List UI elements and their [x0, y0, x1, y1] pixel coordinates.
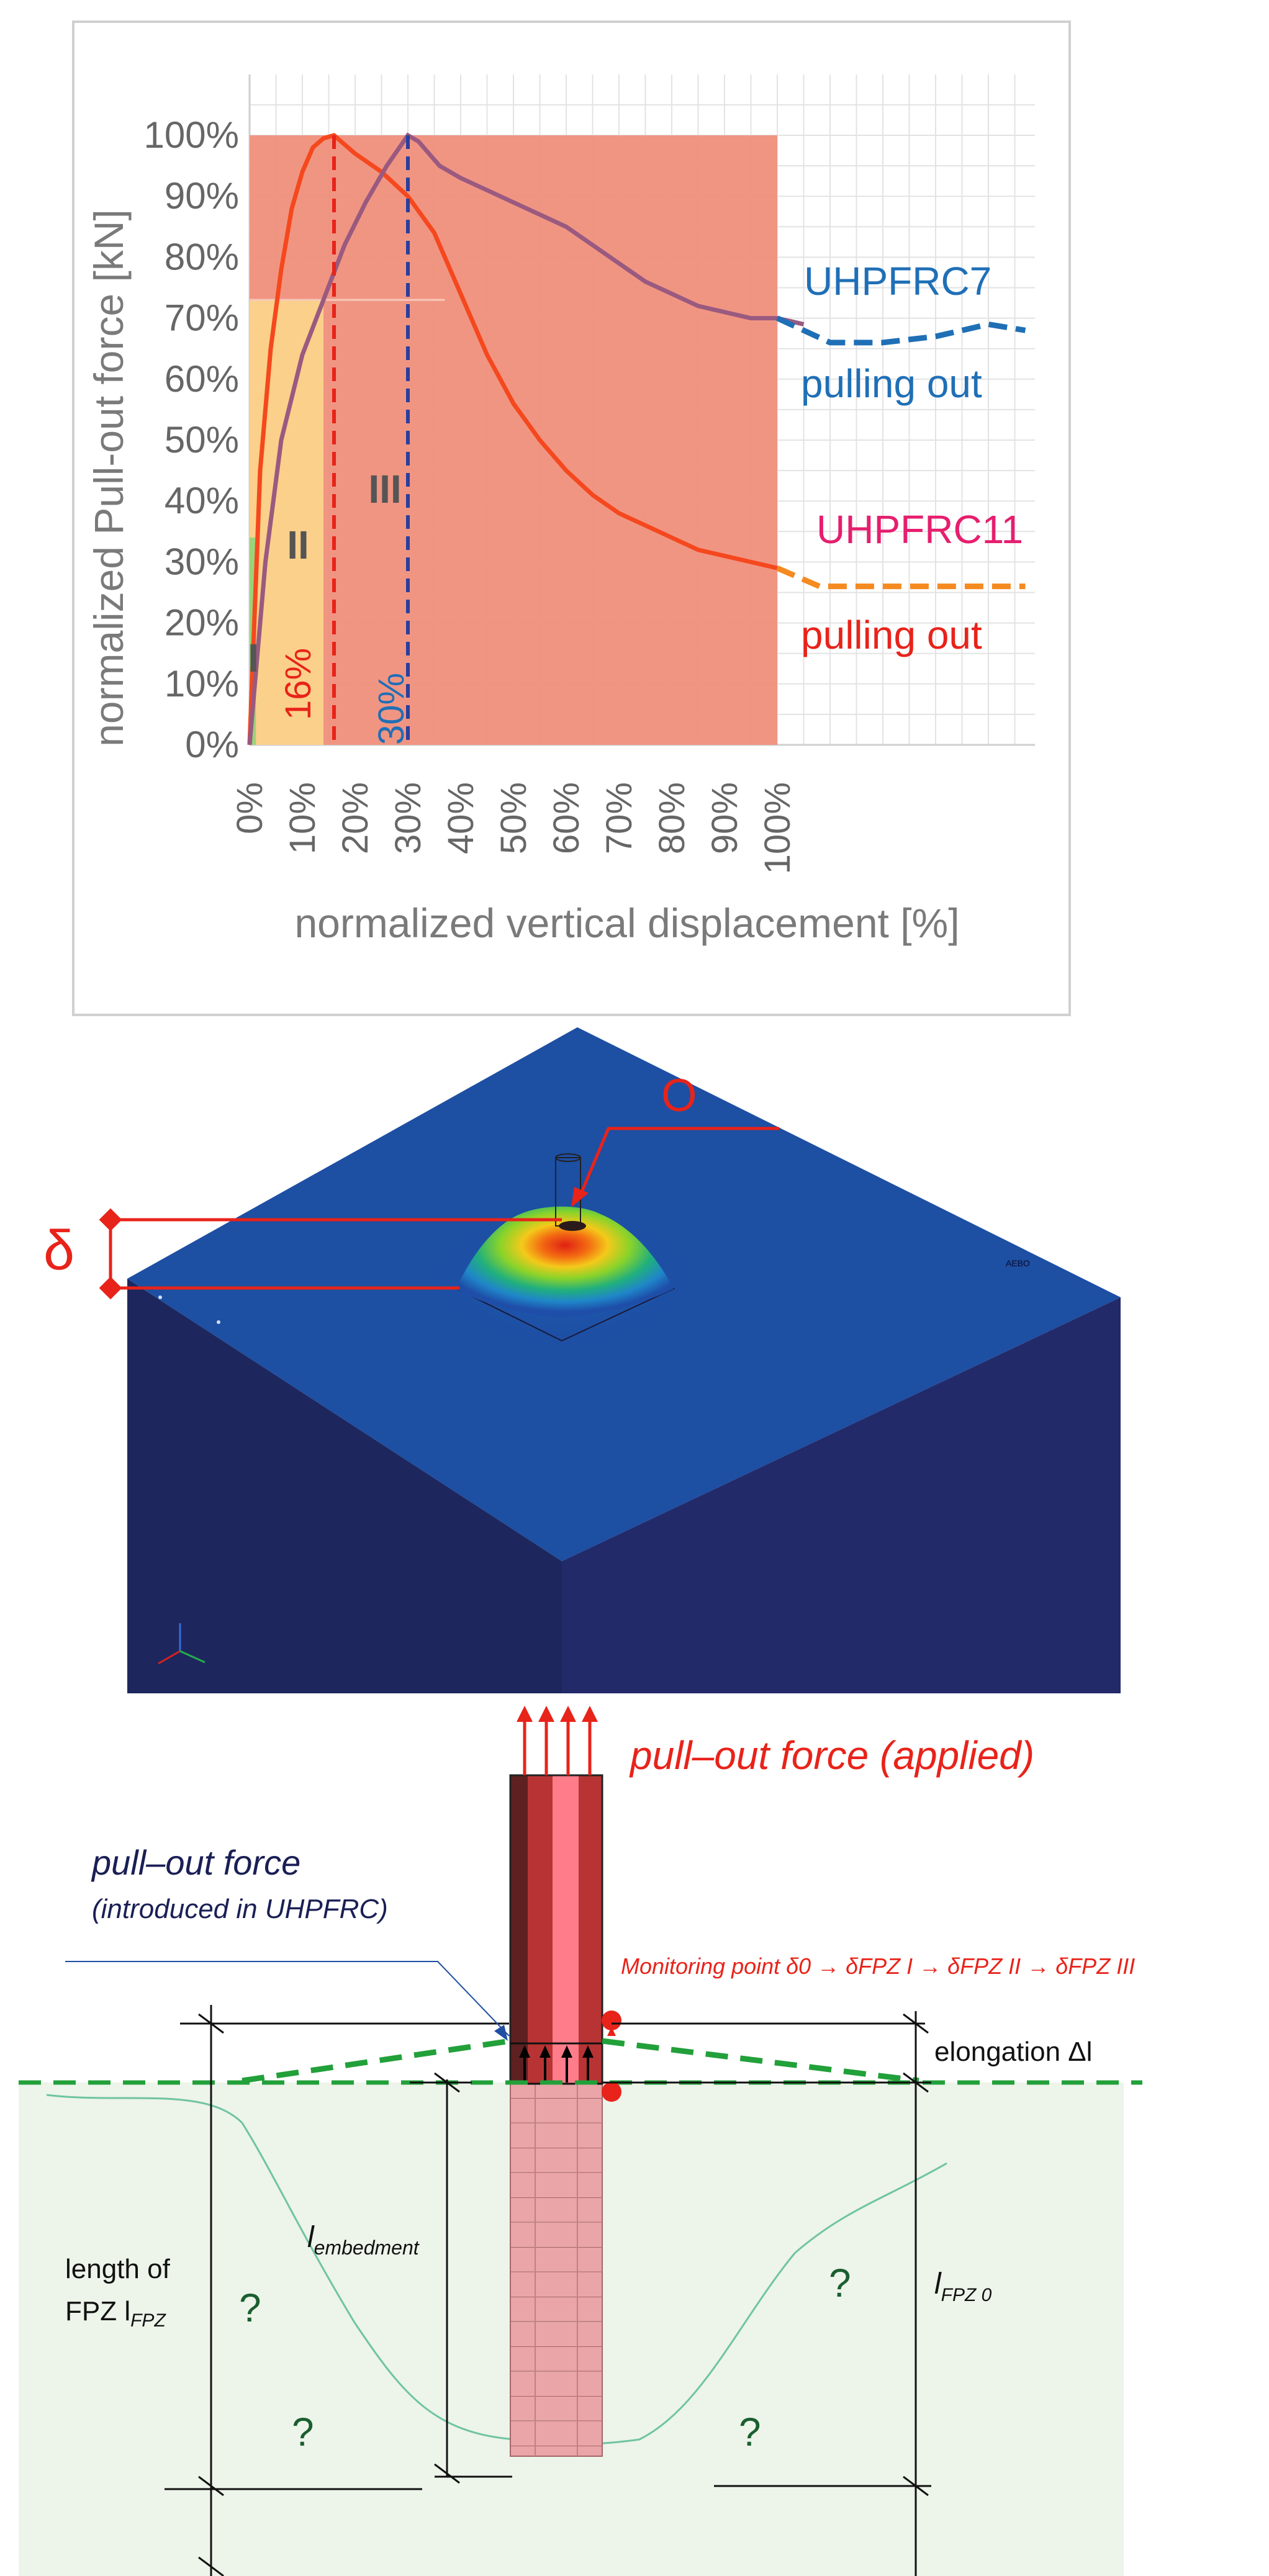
- fpz-length-label-1: length of: [65, 2254, 171, 2284]
- delta-marker-bottom: [99, 1276, 122, 1300]
- y-tick-label: 30%: [165, 541, 239, 582]
- monitoring-point-leader: [579, 1127, 779, 1196]
- zone-iii-fill: [250, 135, 777, 745]
- peak-label-30: 30%: [371, 673, 412, 745]
- embedment-label: lembedment: [307, 2221, 420, 2259]
- introduced-force-sub: (introduced in UHPFRC): [92, 1894, 388, 1924]
- y-tick-label: 40%: [165, 480, 239, 521]
- uhpfrc7-pulling-out-dashed: [776, 315, 1026, 346]
- x-tick-label: 60%: [546, 782, 587, 854]
- elongation-label: elongation Δl: [934, 2037, 1092, 2067]
- block-left-face: [127, 1279, 562, 1693]
- speck: [158, 1295, 162, 1299]
- introduced-force-pointer: [65, 1961, 510, 2037]
- tiny-model-text: AEBO: [1006, 1258, 1030, 1268]
- x-tick-label: 30%: [388, 782, 428, 854]
- series-uhpfrc7-line: [247, 132, 805, 745]
- unknown-mark-3: ?: [829, 2261, 851, 2305]
- y-tick-label: 20%: [165, 602, 239, 644]
- x-tick-label: 20%: [335, 782, 376, 854]
- bar-cylinder-top: [555, 1153, 581, 1162]
- x-axis-ticks: 0% 10% 20% 30% 40% 50% 60% 70% 80% 90% 100%: [230, 782, 798, 874]
- pulling-out-label-11: pulling out: [801, 613, 982, 657]
- series-label-uhpfrc11: UHPFRC11: [816, 507, 1023, 552]
- unknown-mark-4: ?: [739, 2410, 761, 2454]
- x-axis-label: normalized vertical displacement [%]: [294, 900, 959, 946]
- x-tick-label: 100%: [757, 782, 798, 874]
- bar-stripe-3: [553, 1775, 579, 2084]
- y-axis-ticks: 0% 10% 20% 30% 40% 50% 60% 70% 80% 90% 100%: [144, 114, 239, 765]
- speck: [217, 1320, 220, 1324]
- deformation-bulge: [456, 1206, 674, 1317]
- introduced-force-arrows: [519, 2045, 594, 2083]
- dimension-lines: [165, 2005, 931, 2576]
- uhpfrc11-pulling-out-dashed: [776, 565, 1026, 590]
- y-tick-label: 80%: [165, 236, 239, 277]
- introduced-force-pointer-head: [494, 2025, 508, 2041]
- fpz-boundary-curve: [46, 2094, 947, 2445]
- monitoring-label: Monitoring point δ0 → δFPZ I → δFPZ II →…: [621, 1953, 1135, 1979]
- monitoring-point-arrowhead: [571, 1187, 589, 1207]
- applied-force-arrows: [517, 1706, 598, 1775]
- y-tick-label: 50%: [165, 419, 239, 461]
- bar-stripe-2: [528, 1775, 553, 2084]
- block-right-face: [562, 1297, 1121, 1693]
- y-tick-label: 0%: [185, 724, 239, 765]
- zone-label-i: I: [248, 636, 259, 680]
- y-tick-label: 10%: [165, 663, 239, 705]
- pulling-out-label-7: pulling out: [801, 361, 982, 406]
- fpz0-label: lFPZ 0: [934, 2268, 992, 2305]
- y-tick-label: 90%: [165, 175, 239, 217]
- series-uhpfrc11-line: [247, 133, 778, 745]
- fpz-cone-left: [242, 2038, 511, 2084]
- fpz-cone-right: [602, 2038, 919, 2084]
- delta-label: δ: [43, 1220, 75, 1282]
- y-tick-label: 70%: [165, 297, 239, 339]
- peak-label-16: 16%: [278, 648, 318, 720]
- x-tick-label: 80%: [652, 782, 692, 854]
- delta-marker-top: [99, 1208, 122, 1232]
- x-tick-label: 40%: [441, 782, 481, 854]
- x-tick-label: 10%: [282, 782, 323, 854]
- x-tick-label: 0%: [230, 782, 270, 834]
- embedded-bar: [510, 2083, 603, 2457]
- monitoring-arrowhead: [607, 2027, 616, 2036]
- x-tick-label: 50%: [494, 782, 534, 854]
- fe-model-render: O δ AEBO: [43, 1027, 1121, 1693]
- zone-ii-fill: [250, 300, 323, 745]
- y-tick-label: 100%: [144, 114, 239, 156]
- x-tick-label: 70%: [599, 782, 639, 854]
- zone-label-ii: II: [287, 523, 309, 567]
- x-tick-label: 90%: [705, 782, 745, 854]
- monitoring-dot-bottom: [602, 2082, 621, 2102]
- monitoring-point-label: O: [661, 1070, 697, 1121]
- series-label-uhpfrc7: UHPFRC7: [804, 259, 991, 304]
- applied-force-label: pull–out force (applied): [629, 1733, 1034, 1778]
- bar-stripe-1: [510, 1775, 528, 2084]
- pull-out-chart: 0% 10% 20% 30% 40% 50% 60% 70% 80% 90% 100% 0% 10% 2…: [72, 20, 1071, 1016]
- embedment-schematic: pull–out force (applied) pull–out force …: [19, 1706, 1142, 2576]
- bar-stripe-4: [579, 1775, 602, 2084]
- unknown-mark-1: ?: [239, 2286, 261, 2330]
- chart-zones: [250, 135, 777, 745]
- bar-base: [559, 1221, 586, 1231]
- chart-lines: [247, 132, 1026, 745]
- monitoring-dot-top: [602, 2011, 621, 2030]
- unknown-mark-2: ?: [292, 2410, 314, 2454]
- y-axis-label: normalized Pull-out force [kN]: [86, 209, 132, 747]
- fpz-length-label-2: FPZ lFPZ: [65, 2296, 166, 2331]
- introduced-force-label: pull–out force: [91, 1843, 300, 1882]
- zone-label-iii: III: [368, 467, 401, 511]
- axis-triad-icon: [158, 1623, 205, 1665]
- y-tick-label: 60%: [165, 358, 239, 400]
